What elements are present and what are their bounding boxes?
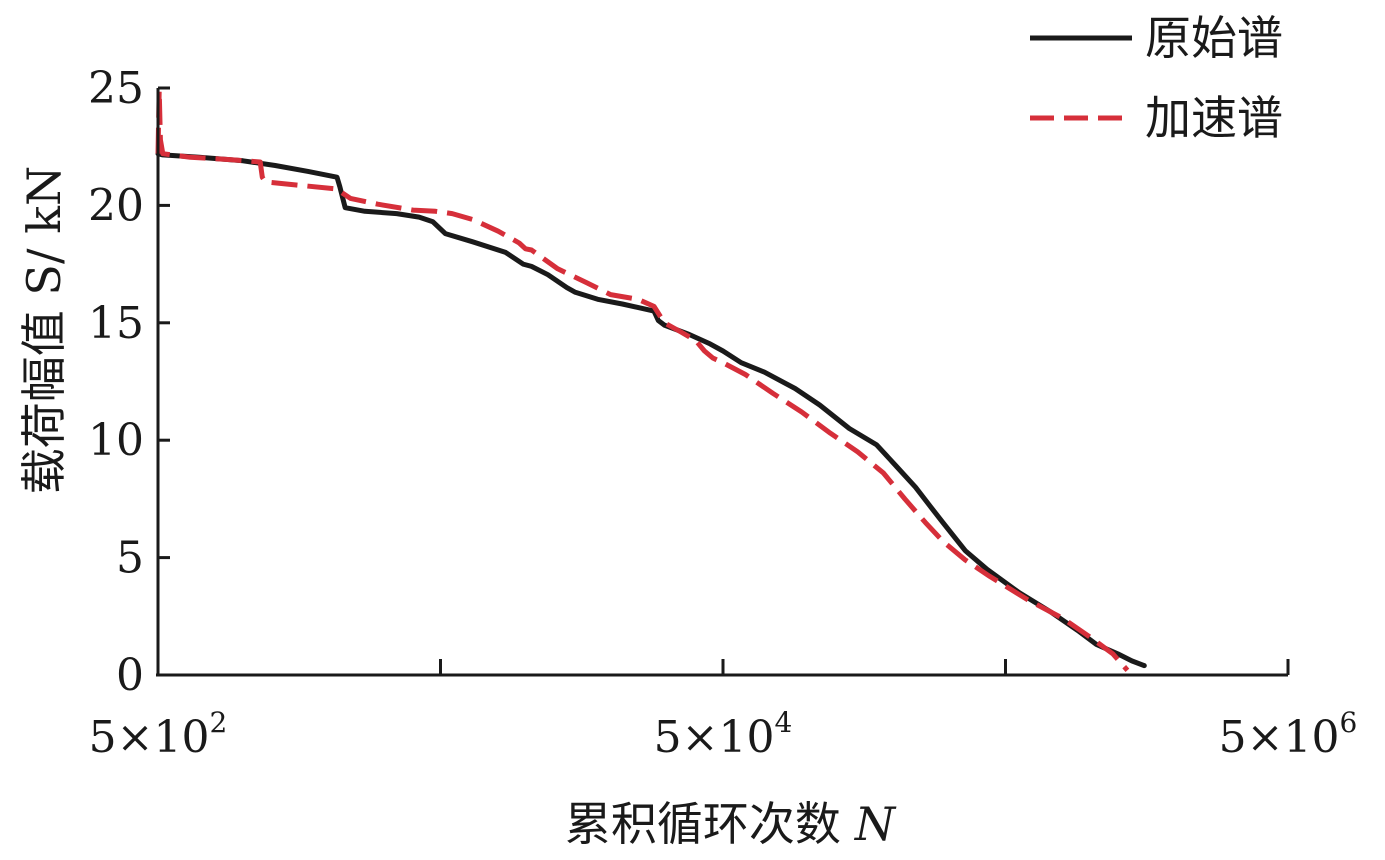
y-tick-label: 5: [116, 533, 144, 584]
y-tick-label: 0: [116, 650, 144, 701]
plot-lines: [155, 87, 1147, 672]
series-line-2: [155, 87, 1130, 672]
x-axis-ticks: 5×102 5×104 5×106: [89, 659, 1358, 763]
x-axis-title-text: 累积循环次数: [565, 797, 841, 851]
x-axis-title: 累积循环次数 N: [565, 797, 897, 851]
x-tick-label: 5×106: [1219, 706, 1358, 763]
y-tick-label: 10: [88, 415, 144, 466]
y-axis-ticks: 0 5 10 15 20 25: [88, 63, 170, 701]
x-tick-label: 5×104: [654, 706, 793, 763]
x-tick-label: 5×102: [89, 706, 228, 763]
y-tick-label: 25: [88, 63, 144, 114]
y-tick-label: 15: [88, 298, 144, 349]
y-tick-label: 20: [88, 180, 144, 231]
y-axis-title: 载荷幅值 S/ kN: [17, 166, 71, 494]
series-line-1: [155, 151, 1147, 669]
x-axis-variable: N: [854, 797, 897, 851]
legend-label-2: 加速谱: [1145, 91, 1283, 145]
legend-label-1: 原始谱: [1145, 11, 1283, 65]
